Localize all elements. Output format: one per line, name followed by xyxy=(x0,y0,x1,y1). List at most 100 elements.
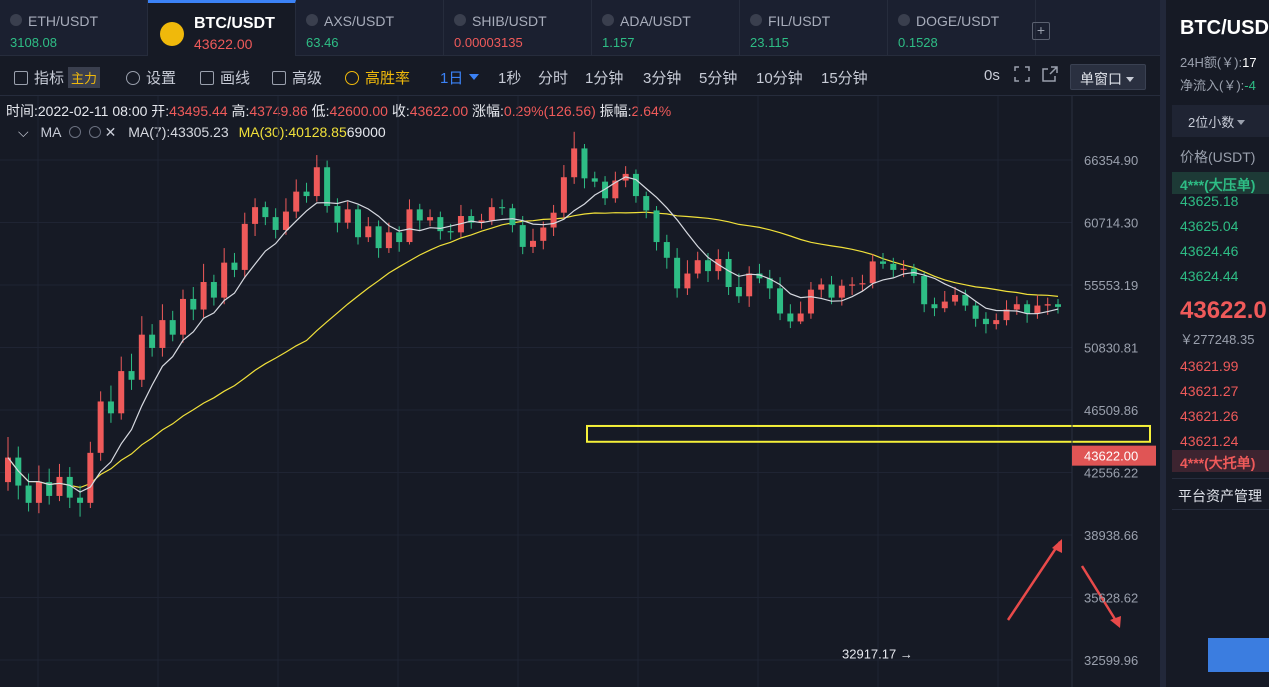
candle-body xyxy=(612,180,619,199)
candle-body xyxy=(962,294,969,306)
popout-icon[interactable] xyxy=(1042,66,1058,86)
low-label: 低: xyxy=(311,103,330,119)
volume-value: 17 xyxy=(1242,55,1257,70)
tab-symbol: FIL/USDT xyxy=(768,13,831,29)
ma-label: MA xyxy=(40,124,61,140)
advanced-button[interactable]: 高级 xyxy=(272,67,322,88)
tab-shib-usdt[interactable]: SHIB/USDT 0.00003135 xyxy=(444,0,592,56)
interval-active-label: 1日 xyxy=(440,70,464,87)
candle-body xyxy=(478,220,485,223)
interval-10m[interactable]: 10分钟 xyxy=(756,70,803,87)
candle-body xyxy=(190,298,197,310)
tab-symbol: BTC/USDT xyxy=(194,15,275,32)
candle-body xyxy=(602,181,609,199)
candle-body xyxy=(746,273,753,297)
draw-button[interactable]: 画线 xyxy=(200,67,250,88)
time-label: 时间: xyxy=(6,103,38,119)
countdown-label: 0s xyxy=(984,67,1000,84)
candle-body xyxy=(159,320,166,348)
price-tick-label: 60714.30 xyxy=(1084,216,1138,231)
amplitude-label: 振幅: xyxy=(599,103,632,119)
bid-price[interactable]: 43621.26 xyxy=(1180,408,1239,424)
candle-body xyxy=(581,148,588,179)
gear-icon[interactable] xyxy=(88,126,101,138)
tab-eth-usdt[interactable]: ETH/USDT 3108.08 xyxy=(0,0,148,56)
ma7-path xyxy=(7,176,1059,493)
chart-toolbar: 指标 主力 设置 画线 高级 高胜率 1日 1秒 分时 1分钟 3分钟 5分钟 1… xyxy=(0,56,1160,96)
inflow-value: -4 xyxy=(1244,78,1256,93)
settings-button[interactable]: 设置 xyxy=(126,67,176,88)
bid-wall: 4***(大托单) xyxy=(1180,455,1256,471)
bid-price[interactable]: 43621.27 xyxy=(1180,383,1239,399)
tab-price: 63.46 xyxy=(306,35,339,50)
tab-doge-usdt[interactable]: DOGE/USDT 0.1528 xyxy=(888,0,1036,56)
time-value: 2022-02-11 08:00 xyxy=(37,103,148,119)
tab-price: 23.115 xyxy=(750,35,789,50)
window-mode-select[interactable]: 单窗口 xyxy=(1070,64,1146,90)
candle-body xyxy=(25,485,32,503)
candle-body xyxy=(499,207,506,209)
interval-5m[interactable]: 5分钟 xyxy=(699,70,738,87)
interval-15m[interactable]: 15分钟 xyxy=(821,70,868,87)
candle-body xyxy=(550,212,557,228)
interval-select[interactable]: 1日 xyxy=(440,67,480,88)
candle-body xyxy=(519,225,526,247)
price-tick-label: 55553.19 xyxy=(1084,278,1138,293)
candle-body xyxy=(396,232,403,243)
candlestick-chart[interactable]: 66354.90 60714.30 55553.19 50830.81 46509.86… xyxy=(0,96,1160,687)
candle-body xyxy=(880,261,886,264)
tab-btc-usdt[interactable]: BTC/USDT 43622.00 xyxy=(148,0,296,56)
tab-fil-usdt[interactable]: FIL/USDT 23.115 xyxy=(740,0,888,56)
chart-grid xyxy=(0,96,1072,687)
ask-wall: 4***(大压单) xyxy=(1180,177,1256,193)
clock-icon xyxy=(345,71,359,85)
tab-symbol: DOGE/USDT xyxy=(916,13,1000,29)
candle-body xyxy=(900,268,907,270)
fullscreen-icon[interactable] xyxy=(1014,66,1030,86)
ask-price[interactable]: 43624.46 xyxy=(1180,243,1239,259)
bid-wall-highlight xyxy=(1172,450,1269,472)
interval-timeshare[interactable]: 分时 xyxy=(538,70,569,87)
tab-price: 3108.08 xyxy=(10,35,57,50)
winrate-button[interactable]: 高胜率 xyxy=(345,67,410,88)
candle-body xyxy=(684,273,691,289)
indicator-label: 指标 xyxy=(34,70,65,87)
ask-price[interactable]: 43625.18 xyxy=(1180,193,1239,209)
action-button[interactable] xyxy=(1208,638,1269,672)
bid-price[interactable]: 43621.99 xyxy=(1180,358,1239,374)
candle-body xyxy=(97,401,104,453)
candle-body xyxy=(210,282,217,298)
eye-icon[interactable] xyxy=(68,126,81,138)
tab-price: 0.00003135 xyxy=(454,35,523,50)
close-icon[interactable]: ✕ xyxy=(104,124,117,140)
volume-line: 24H额(￥):17 xyxy=(1180,52,1257,71)
draw-label: 画线 xyxy=(220,70,251,87)
interval-1s[interactable]: 1秒 xyxy=(498,70,522,87)
candle-body xyxy=(797,313,804,322)
candle-info-line: 时间:2022-02-11 08:00 开:43495.44 高:43749.8… xyxy=(6,101,671,121)
close-label: 收: xyxy=(391,103,410,119)
ma-legend: ⌵ MA ✕ MA(7):43305.23 MA(30):40128.85690… xyxy=(18,124,386,141)
asset-management-link[interactable]: 平台资产管理 xyxy=(1172,478,1269,510)
tab-axs-usdt[interactable]: AXS/USDT 63.46 xyxy=(296,0,444,56)
candle-body xyxy=(560,177,567,213)
candle-body xyxy=(200,282,207,310)
candle-body xyxy=(488,207,495,221)
candle-body xyxy=(941,301,948,309)
candle-body xyxy=(530,240,536,247)
bid-price[interactable]: 43621.24 xyxy=(1180,433,1239,449)
decimal-select[interactable]: 2位小数 xyxy=(1172,105,1269,137)
add-tab-button[interactable]: + xyxy=(1032,22,1050,40)
candle-body xyxy=(324,167,331,207)
interval-3m[interactable]: 3分钟 xyxy=(643,70,682,87)
decimal-select-label: 2位小数 xyxy=(1188,115,1235,130)
candle-body xyxy=(993,320,1000,325)
collapse-icon[interactable]: ⌵ xyxy=(18,124,29,140)
candle-body xyxy=(766,278,773,289)
ask-price[interactable]: 43625.04 xyxy=(1180,218,1239,234)
ask-price[interactable]: 43624.44 xyxy=(1180,268,1239,284)
tab-ada-usdt[interactable]: ADA/USDT 1.157 xyxy=(592,0,740,56)
interval-1m[interactable]: 1分钟 xyxy=(585,70,624,87)
shib-coin-icon xyxy=(454,14,466,26)
indicator-button[interactable]: 指标 主力 xyxy=(14,67,101,88)
